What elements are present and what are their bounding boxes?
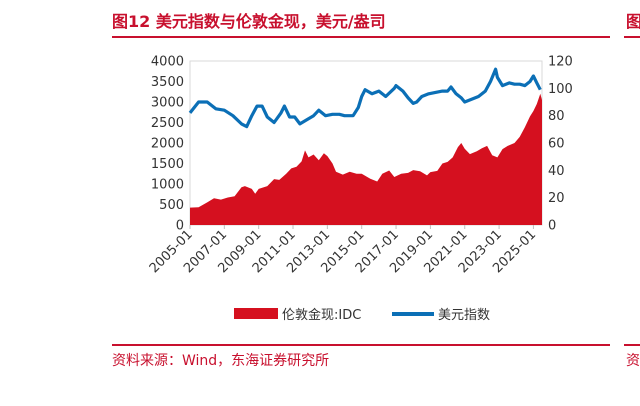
legend-swatch-gold — [234, 308, 278, 319]
right-tick-label: 80 — [548, 109, 565, 124]
left-tick-label: 1000 — [151, 178, 184, 193]
left-tick-label: 0 — [176, 219, 184, 234]
left-tick-label: 500 — [159, 198, 184, 213]
title-divider — [112, 36, 610, 38]
right-axis: 0 20 40 60 80 100 120 — [548, 55, 573, 234]
source-note: 资料来源：Wind，东海证券研究所 — [112, 353, 330, 369]
right-tick-label: 0 — [548, 219, 556, 234]
left-tick-label: 4000 — [151, 55, 184, 70]
cropped-next-source: 资 — [626, 353, 640, 369]
cropped-next-divider — [624, 36, 640, 38]
left-tick-label: 1500 — [151, 157, 184, 172]
right-tick-label: 100 — [548, 82, 573, 97]
legend-label-dollar: 美元指数 — [438, 308, 490, 323]
source-divider — [112, 344, 610, 346]
x-axis: 2005-012007-012009-012011-012013-012015-… — [147, 225, 539, 276]
left-axis: 0 500 1000 1500 2000 2500 3000 3500 4000 — [151, 55, 184, 234]
gold-price-area-layer — [190, 93, 542, 225]
right-tick-label: 120 — [548, 55, 573, 70]
right-tick-label: 40 — [548, 164, 565, 179]
left-tick-label: 3000 — [151, 96, 184, 111]
gold-price-area — [190, 93, 542, 225]
chart-title: 图12 美元指数与伦敦金现，美元/盎司 — [112, 12, 386, 31]
dollar-index-line — [188, 67, 542, 129]
right-tick-label: 20 — [548, 191, 565, 206]
right-tick-label: 60 — [548, 137, 565, 152]
left-tick-label: 2500 — [151, 116, 184, 131]
legend-label-gold: 伦敦金现:IDC — [282, 307, 361, 323]
left-tick-label: 2000 — [151, 137, 184, 152]
cropped-next-source-divider — [624, 344, 640, 346]
chart-svg: 0 500 1000 1500 2000 2500 3000 3500 4000 0 20 40 60… — [147, 55, 573, 324]
dollar-index-line-layer — [188, 67, 542, 129]
cropped-next-title: 图 — [626, 12, 640, 31]
left-tick-label: 3500 — [151, 75, 184, 90]
legend: 伦敦金现:IDC 美元指数 — [234, 307, 490, 323]
